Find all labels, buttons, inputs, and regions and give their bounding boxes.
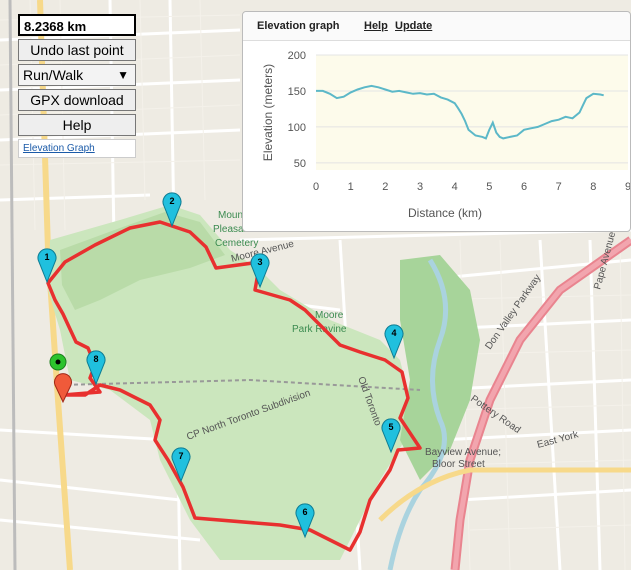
label-cemetery-3: Cemetery (215, 238, 258, 249)
highway-inner (452, 237, 631, 570)
mode-select[interactable]: Run/Walk ▼ (18, 64, 136, 86)
elevation-panel-title: Elevation graph (257, 20, 340, 32)
label-moore-park-1: Moore (315, 310, 344, 321)
waypoint-marker[interactable]: 6 (295, 503, 315, 539)
elevation-line (316, 84, 604, 140)
y-axis-label: Elevation (meters) (261, 64, 275, 161)
label-cemetery-1: Mount (218, 210, 246, 221)
chevron-down-icon: ▼ (117, 68, 129, 82)
label-moore-park-2: Park Ravine (292, 324, 347, 335)
y-tick-label: 50 (294, 158, 306, 170)
waypoint-marker[interactable]: 7 (171, 447, 191, 483)
route-line[interactable] (46, 220, 422, 552)
x-tick-label: 3 (417, 181, 423, 193)
waypoint-number: 2 (169, 196, 174, 206)
plot-area (316, 55, 628, 170)
y-tick-label: 200 (288, 50, 306, 62)
x-tick-label: 6 (521, 181, 527, 193)
ravine-woods (400, 255, 480, 480)
rail-line (8, 0, 17, 570)
waypoint-number: 6 (302, 507, 307, 517)
waypoint-number: 5 (388, 422, 393, 432)
x-tick-label: 8 (590, 181, 596, 193)
x-tick-label: 0 (313, 181, 319, 193)
elevation-chart: 50 100 150 200 0 1 2 3 4 5 6 7 8 9 Distance (km) Elevat… (261, 50, 630, 220)
y-tick-label: 150 (288, 86, 306, 98)
elevation-graph-link[interactable]: Elevation Graph (18, 139, 136, 158)
cemetery-area (60, 212, 225, 310)
waypoint-number: 3 (257, 257, 262, 267)
end-marker[interactable] (54, 373, 72, 404)
elevation-panel-header: Elevation graph Help Update (243, 12, 630, 41)
waypoint-number: 7 (178, 451, 183, 461)
x-tick-label: 1 (348, 181, 354, 193)
waypoint-number: 1 (44, 252, 49, 262)
waypoint-marker[interactable]: 4 (384, 324, 404, 360)
undo-button[interactable]: Undo last point (18, 39, 136, 61)
park-area (48, 205, 410, 560)
bloor-viaduct (378, 467, 631, 522)
elevation-panel: Elevation graph Help Update 50 100 150 200 0… (242, 11, 631, 232)
x-tick-label: 7 (556, 181, 562, 193)
river (387, 258, 449, 570)
waypoint-number: 4 (391, 328, 396, 338)
x-tick-label: 9 (625, 181, 630, 193)
waypoint-marker[interactable]: 2 (162, 192, 182, 228)
start-marker[interactable] (49, 353, 67, 371)
waypoint-marker[interactable]: 8 (86, 350, 106, 386)
waypoint-markers: 1 2 3 4 5 6 7 8 (37, 192, 404, 539)
label-bayview-2: Bloor Street (432, 459, 485, 470)
waypoint-marker[interactable]: 5 (381, 418, 401, 454)
gpx-download-button[interactable]: GPX download (18, 89, 136, 111)
help-button[interactable]: Help (18, 114, 136, 136)
distance-display: 8.2368 km (18, 14, 136, 36)
elevation-update-link[interactable]: Update (395, 20, 433, 32)
waypoint-marker[interactable]: 1 (37, 248, 57, 284)
y-tick-label: 100 (288, 122, 306, 134)
control-panel: 8.2368 km Undo last point Run/Walk ▼ GPX… (18, 14, 136, 158)
label-cemetery-2: Pleasant (213, 224, 252, 235)
x-axis-label: Distance (km) (408, 206, 482, 220)
waypoint-marker[interactable]: 3 (250, 253, 270, 289)
label-bayview-1: Bayview Avenue; (425, 447, 501, 458)
waypoint-number: 8 (93, 354, 98, 364)
mode-select-value: Run/Walk (23, 67, 84, 83)
x-tick-label: 4 (452, 181, 458, 193)
cp-rail-line (59, 378, 421, 391)
x-tick-label: 2 (382, 181, 388, 193)
elevation-help-link[interactable]: Help (364, 20, 388, 32)
x-tick-label: 5 (486, 181, 492, 193)
